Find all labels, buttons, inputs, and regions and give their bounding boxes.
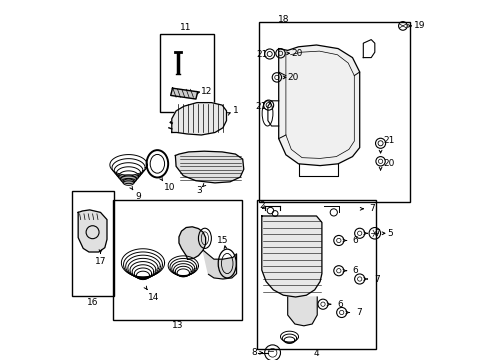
Polygon shape [261,216,321,297]
Bar [257,200,375,349]
Text: 9: 9 [135,192,141,201]
Polygon shape [171,103,226,135]
Text: 20: 20 [290,49,302,58]
Text: 8: 8 [251,348,257,357]
Polygon shape [175,151,244,183]
Text: 3: 3 [196,186,202,195]
Text: 6: 6 [336,300,342,309]
Text: 18: 18 [277,15,288,24]
Text: 13: 13 [172,321,183,330]
Polygon shape [278,45,359,166]
Polygon shape [287,297,317,326]
Text: 21: 21 [254,102,266,111]
Bar [258,22,409,202]
Polygon shape [203,250,236,279]
Text: 7: 7 [373,274,379,284]
Text: 6: 6 [352,266,358,275]
Polygon shape [179,227,205,259]
Text: 19: 19 [414,22,425,31]
Text: 17: 17 [95,256,106,266]
Text: 14: 14 [148,292,159,302]
Polygon shape [170,88,197,99]
Text: 11: 11 [180,23,191,32]
Bar [160,34,213,112]
Text: 21: 21 [256,50,267,59]
Text: 4: 4 [313,349,319,358]
Bar [113,200,242,320]
Bar [72,191,114,296]
Text: 1: 1 [232,107,238,116]
Text: 5: 5 [386,229,392,238]
Text: 7: 7 [355,308,361,317]
Text: 6: 6 [352,236,358,245]
Text: 15: 15 [217,236,228,245]
Text: 10: 10 [163,183,175,192]
Polygon shape [78,210,107,252]
Text: 2: 2 [259,202,264,210]
Text: 20: 20 [287,73,298,82]
Text: 12: 12 [201,87,212,96]
Text: 21: 21 [383,136,394,145]
Text: 7: 7 [373,229,379,238]
Text: 7: 7 [368,204,374,213]
Text: 16: 16 [87,298,99,307]
Text: 20: 20 [383,159,394,168]
